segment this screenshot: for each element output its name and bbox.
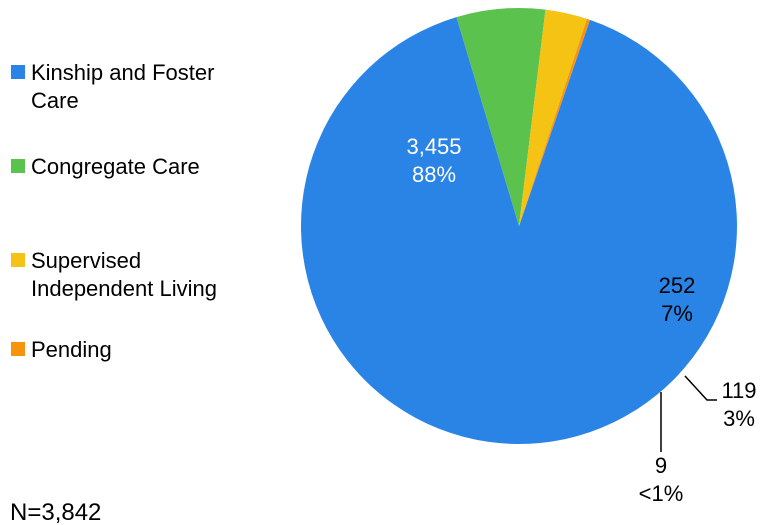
pie-slice-2 [456,8,546,227]
pie-slice-1 [300,17,737,445]
legend-label-3-line-1: Supervised [31,248,141,273]
legend-swatch-2 [11,159,25,173]
data-label-percent-4: <1% [639,481,684,506]
legend-label-3-line-2: Independent Living [31,276,217,301]
legend-label-2-line-1: Congregate Care [31,154,200,179]
data-label-value-3: 119 [721,378,756,403]
legend-label-1-line-1: Kinship and Foster [31,60,214,85]
data-label-percent-2: 7% [661,301,693,326]
legend-swatch-3 [11,253,25,267]
sample-size-note: N=3,842 [10,499,101,525]
data-label-value-2: 252 [659,273,696,298]
pie-slice-3 [519,9,587,227]
pie-slices [300,8,737,445]
legend-swatch-1 [11,65,25,79]
leader-line-3 [684,375,717,401]
data-label-value-4: 9 [655,453,667,478]
data-label-value-1: 3,455 [406,134,461,159]
legend-label-4-line-1: Pending [31,337,112,362]
data-labels: 3,455 88% 252 7% 119 3% 9 <1% [406,134,756,506]
legend: Kinship and Foster Care Congregate Care Sup… [11,60,217,362]
data-label-percent-3: 3% [723,406,755,431]
legend-swatch-4 [11,342,25,356]
legend-label-1-line-2: Care [31,88,79,113]
pie-slice-4 [519,18,590,226]
leader-lines [660,375,717,452]
data-label-percent-1: 88% [412,162,456,187]
